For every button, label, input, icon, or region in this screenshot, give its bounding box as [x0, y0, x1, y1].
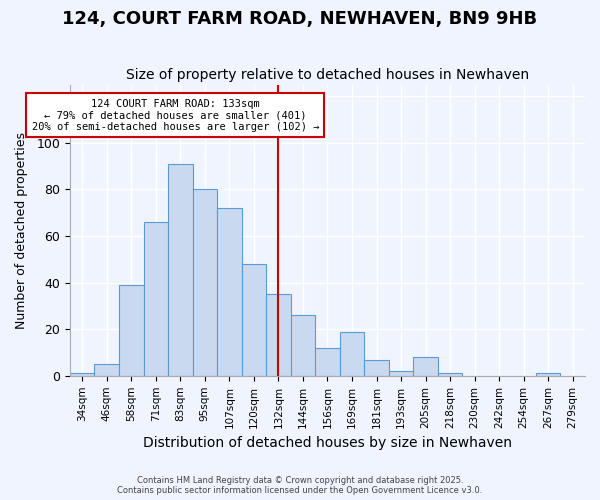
Bar — [193, 190, 217, 376]
X-axis label: Distribution of detached houses by size in Newhaven: Distribution of detached houses by size … — [143, 436, 512, 450]
Bar — [438, 374, 463, 376]
Bar — [143, 222, 168, 376]
Bar — [389, 371, 413, 376]
Bar — [217, 208, 242, 376]
Bar — [315, 348, 340, 376]
Bar — [119, 285, 143, 376]
Text: Contains HM Land Registry data © Crown copyright and database right 2025.
Contai: Contains HM Land Registry data © Crown c… — [118, 476, 482, 495]
Bar — [70, 374, 94, 376]
Y-axis label: Number of detached properties: Number of detached properties — [15, 132, 28, 328]
Bar — [94, 364, 119, 376]
Bar — [413, 357, 438, 376]
Bar — [536, 374, 560, 376]
Title: Size of property relative to detached houses in Newhaven: Size of property relative to detached ho… — [126, 68, 529, 82]
Bar — [266, 294, 290, 376]
Text: 124 COURT FARM ROAD: 133sqm
← 79% of detached houses are smaller (401)
20% of se: 124 COURT FARM ROAD: 133sqm ← 79% of det… — [32, 98, 319, 132]
Bar — [168, 164, 193, 376]
Bar — [340, 332, 364, 376]
Bar — [290, 315, 315, 376]
Bar — [242, 264, 266, 376]
Text: 124, COURT FARM ROAD, NEWHAVEN, BN9 9HB: 124, COURT FARM ROAD, NEWHAVEN, BN9 9HB — [62, 10, 538, 28]
Bar — [364, 360, 389, 376]
